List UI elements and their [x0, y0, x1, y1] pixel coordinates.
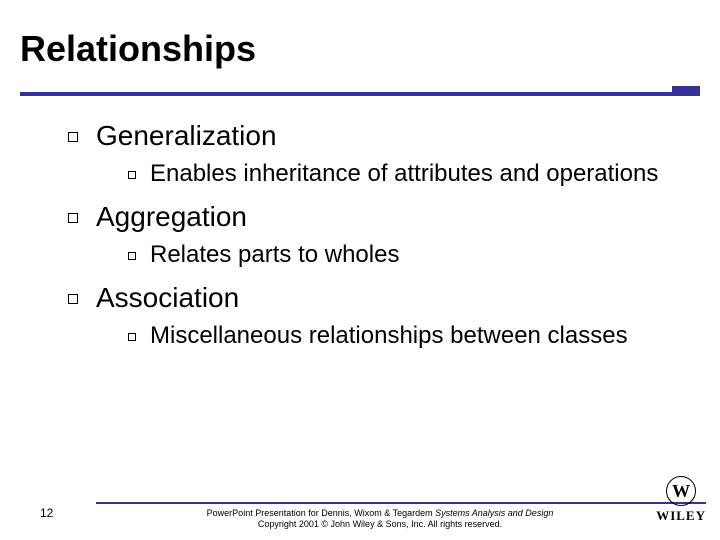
- logo-glyph-icon: W: [666, 476, 696, 506]
- footer-rule: [96, 502, 706, 504]
- page-number: 12: [40, 506, 53, 520]
- lvl2-text: Miscellaneous relationships between clas…: [150, 321, 628, 351]
- footer-line1-ital: Systems Analysis and Design: [435, 508, 553, 518]
- footer-text: PowerPoint Presentation for Dennis, Wixo…: [0, 508, 720, 531]
- bullet-icon: [68, 132, 78, 142]
- title-area: Relationships: [0, 0, 720, 78]
- list-item: Generalization Enables inheritance of at…: [68, 118, 680, 189]
- footer-line2: Copyright 2001 © John Wiley & Sons, Inc.…: [258, 519, 502, 529]
- bullet-icon: [68, 294, 78, 304]
- bullet-icon: [128, 252, 136, 260]
- publisher-logo: W WILEY: [656, 476, 706, 524]
- list-item: Association Miscellaneous relationships …: [68, 280, 680, 351]
- slide: { "title": { "text": "Relationships", "f…: [0, 0, 720, 540]
- content-area: Generalization Enables inheritance of at…: [0, 100, 720, 351]
- title-rule: [20, 92, 700, 96]
- logo-name: WILEY: [656, 508, 706, 524]
- footer-line1-plain: PowerPoint Presentation for Dennis, Wixo…: [207, 508, 435, 518]
- list-item: Aggregation Relates parts to wholes: [68, 199, 680, 270]
- bullet-icon: [128, 333, 136, 341]
- lvl1-text: Aggregation: [96, 199, 247, 234]
- title-rule-wrap: [20, 86, 700, 100]
- bullet-icon: [68, 213, 78, 223]
- title-accent: [672, 86, 700, 96]
- footer: 12 PowerPoint Presentation for Dennis, W…: [0, 502, 720, 531]
- bullet-icon: [128, 171, 136, 179]
- slide-title: Relationships: [20, 28, 700, 70]
- lvl2-text: Enables inheritance of attributes and op…: [150, 159, 658, 189]
- lvl2-text: Relates parts to wholes: [150, 240, 399, 270]
- lvl1-text: Association: [96, 280, 239, 315]
- lvl1-text: Generalization: [96, 118, 277, 153]
